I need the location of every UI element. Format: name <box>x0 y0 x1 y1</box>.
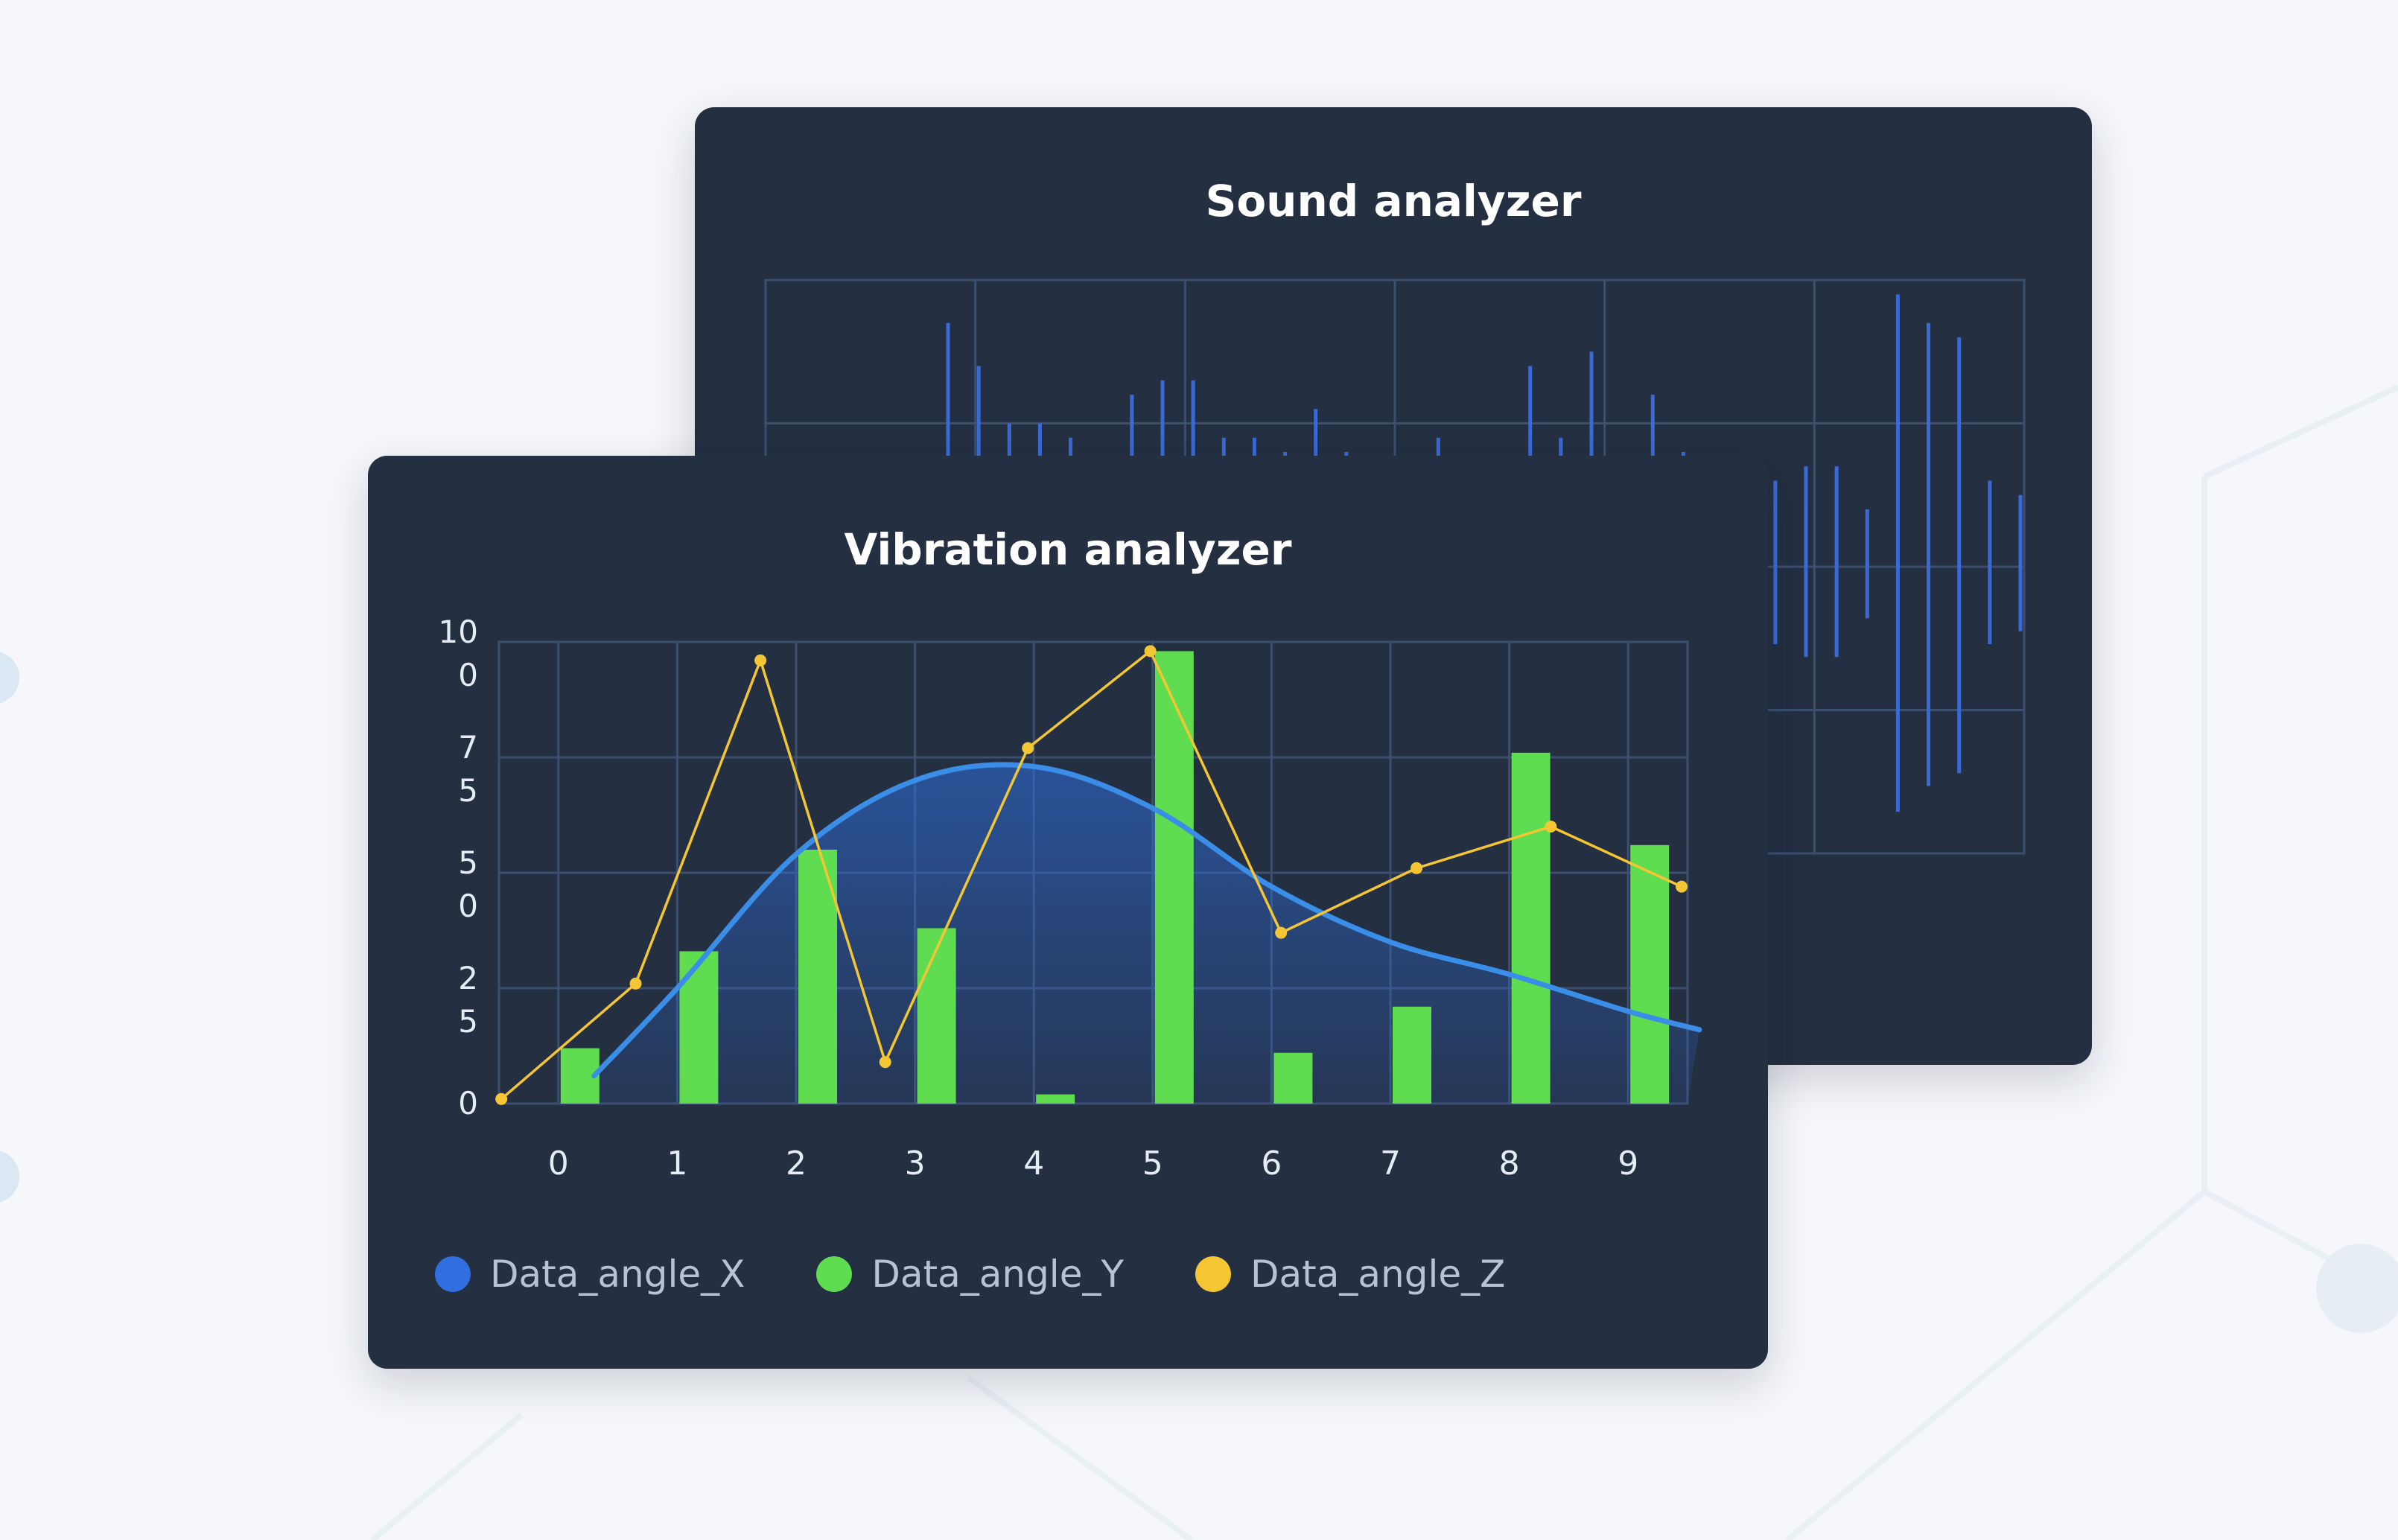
data-angle-y-bar <box>1154 651 1194 1104</box>
data-angle-z-point <box>1545 821 1557 833</box>
data-angle-z-point <box>495 1092 508 1105</box>
data-angle-y-bar <box>917 928 956 1104</box>
legend-y-label: Data_angle_Y <box>871 1253 1125 1296</box>
legend-item-data-angle-y[interactable]: Data_angle_Y <box>816 1253 1124 1296</box>
y-tick-label: 0 <box>458 1085 478 1121</box>
vibration-analyzer-card: Vibration analyzer 0 2 5 5 0 7 5 10 0 0 1 2 3 4 5 6 7 8 9 … <box>368 456 1768 1369</box>
legend-item-data-angle-x[interactable]: Data_angle_X <box>435 1253 745 1296</box>
legend-x-swatch <box>435 1256 471 1292</box>
data-angle-z-point <box>1022 742 1034 754</box>
x-tick-label: 2 <box>786 1145 807 1183</box>
data-angle-z-point <box>1676 880 1688 893</box>
y-tick-label: 0 <box>458 888 478 924</box>
x-tick-label: 6 <box>1261 1145 1282 1183</box>
data-angle-z-point <box>1144 645 1157 658</box>
legend-z-label: Data_angle_Z <box>1250 1253 1506 1296</box>
data-angle-y-bar <box>1273 1052 1313 1104</box>
data-angle-z-point <box>1275 926 1288 939</box>
data-angle-y-bar <box>1036 1094 1075 1104</box>
data-angle-x-line <box>591 762 1702 1079</box>
y-tick-label: 10 <box>439 614 478 650</box>
data-angle-z-point <box>629 977 642 990</box>
legend-y-swatch <box>816 1256 853 1292</box>
y-tick-label: 0 <box>458 657 478 693</box>
data-angle-z-point <box>1411 862 1423 874</box>
y-tick-label: 5 <box>458 844 478 881</box>
x-tick-label: 9 <box>1618 1145 1638 1183</box>
data-angle-y-bar <box>798 850 837 1104</box>
data-angle-y-bar <box>1393 1006 1431 1104</box>
data-angle-z-point <box>879 1056 891 1069</box>
x-tick-label: 0 <box>548 1145 569 1183</box>
data-angle-y-bar <box>1630 844 1670 1104</box>
legend-z-swatch <box>1195 1256 1232 1292</box>
data-angle-z-line <box>500 649 1682 1101</box>
data-angle-z-point <box>754 654 767 666</box>
y-tick-label: 5 <box>458 772 478 809</box>
x-tick-label: 1 <box>667 1145 687 1183</box>
chart-legend: Data_angle_X Data_angle_Y Data_angle_Z <box>435 1253 1505 1296</box>
x-tick-label: 5 <box>1142 1145 1163 1183</box>
x-tick-label: 3 <box>905 1145 926 1183</box>
data-angle-y-bar <box>679 951 719 1104</box>
data-angle-y-bar <box>1511 752 1551 1104</box>
x-tick-label: 8 <box>1499 1145 1520 1183</box>
vibration-analyzer-chart: 0 2 5 5 0 7 5 10 0 0 1 2 3 4 5 6 7 8 9 <box>439 614 1702 1183</box>
x-tick-label: 7 <box>1380 1145 1401 1183</box>
vibration-analyzer-title: Vibration analyzer <box>844 524 1292 575</box>
y-tick-label: 7 <box>458 729 478 766</box>
y-tick-label: 5 <box>458 1003 478 1040</box>
y-tick-label: 2 <box>458 960 478 996</box>
legend-x-label: Data_angle_X <box>490 1253 745 1296</box>
legend-item-data-angle-z[interactable]: Data_angle_Z <box>1195 1253 1505 1296</box>
x-tick-label: 4 <box>1023 1145 1044 1183</box>
sound-analyzer-title: Sound analyzer <box>1205 176 1582 226</box>
